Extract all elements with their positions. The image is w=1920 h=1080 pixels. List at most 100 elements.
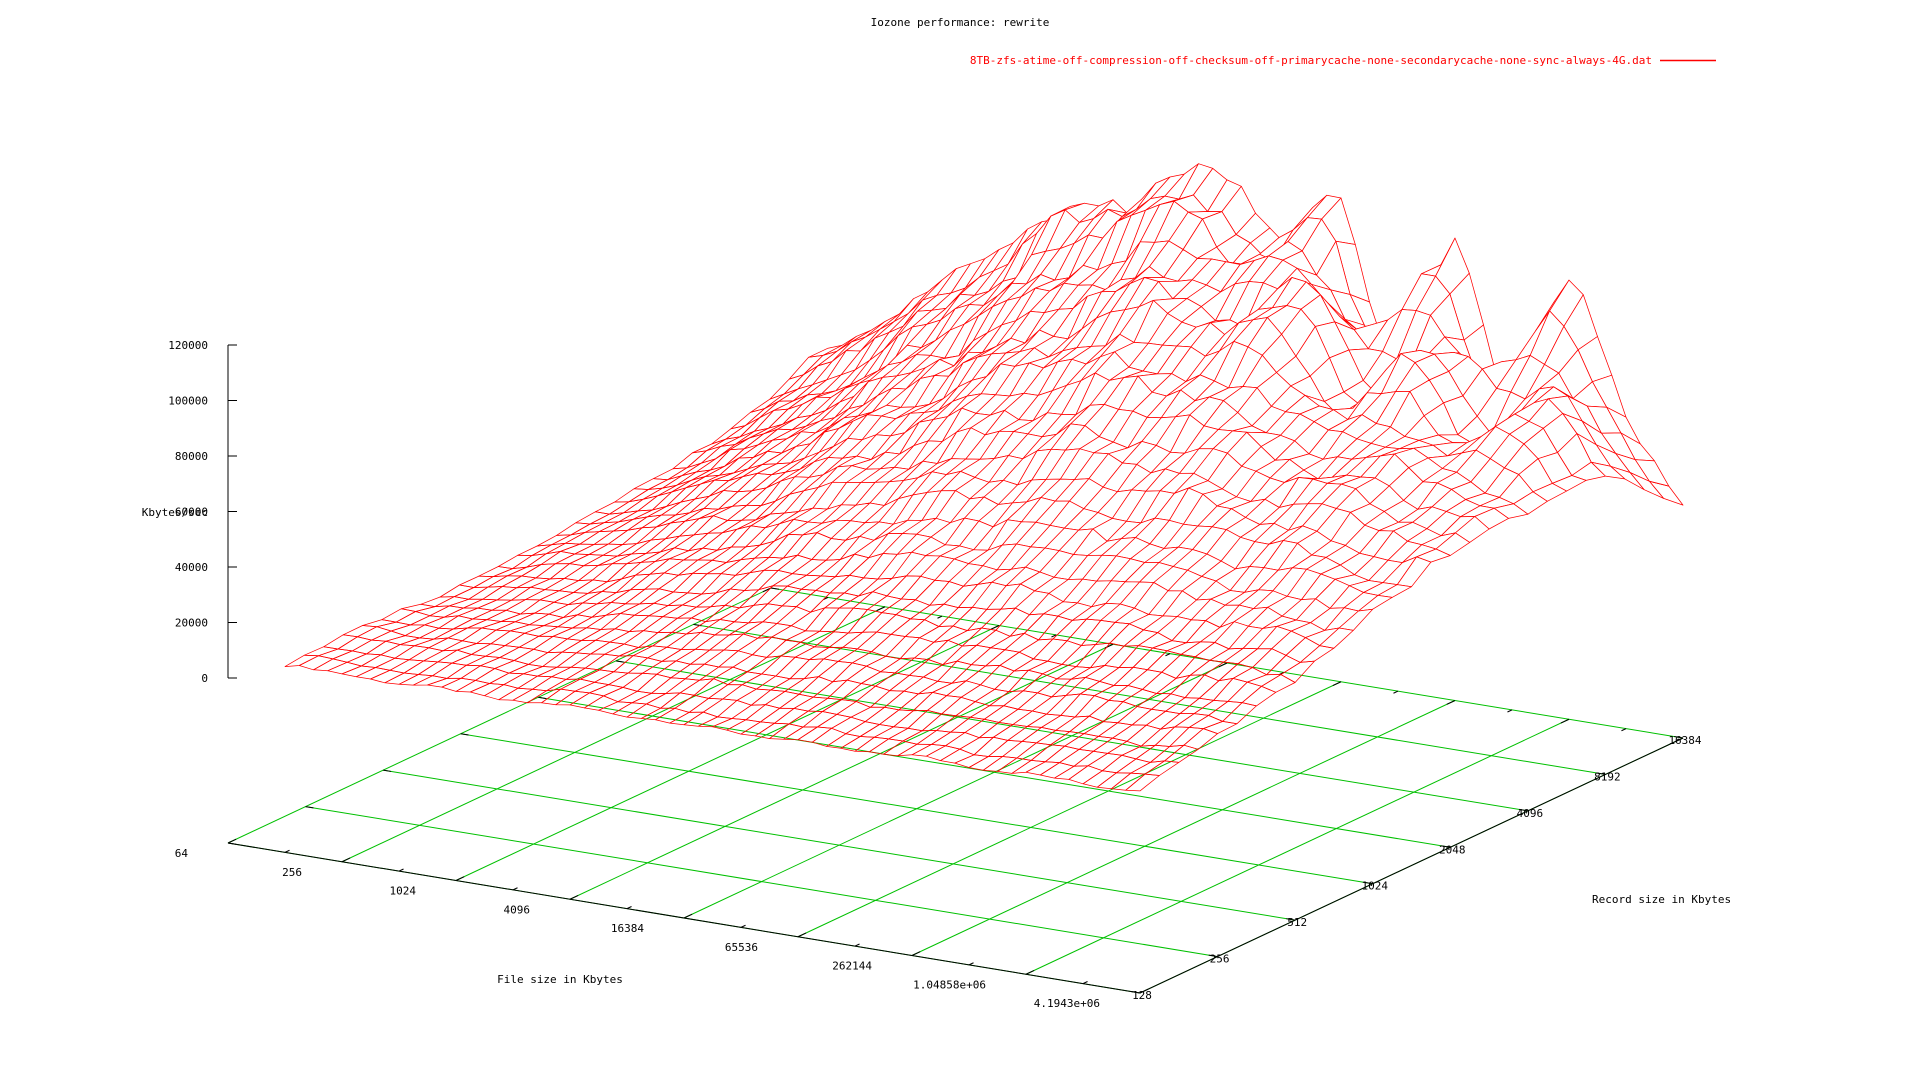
z-tick-label: 40000	[175, 561, 208, 574]
y-tick	[1441, 845, 1451, 848]
x-tick	[341, 857, 351, 863]
surface-quad	[718, 650, 753, 668]
surface-quad	[772, 573, 808, 587]
surface-quad	[332, 650, 367, 663]
surface-quad	[1060, 693, 1095, 718]
x-tick-label: 16384	[611, 922, 644, 935]
surface-quad	[752, 636, 787, 658]
surface-quad	[1127, 669, 1163, 690]
surface-quad	[1213, 678, 1248, 702]
surface-quad	[490, 630, 525, 646]
surface-quad	[797, 726, 832, 743]
surface-quad	[1227, 681, 1262, 703]
surface-quad	[501, 575, 537, 589]
y-tick	[1596, 772, 1606, 775]
grid-line-recsize	[538, 696, 1451, 848]
x-tick-mirror	[1507, 709, 1513, 713]
y-tick	[1286, 918, 1296, 921]
surface-quad	[609, 498, 644, 515]
surface-quad	[710, 588, 745, 608]
surface-quad	[355, 667, 391, 680]
surface-quad	[889, 675, 924, 692]
z-tick-label: 20000	[175, 617, 208, 630]
z-tick-label: 80000	[175, 450, 208, 463]
surface-quad	[980, 665, 1015, 690]
x-tick	[1025, 969, 1035, 975]
surface-quad	[1147, 650, 1182, 673]
surface-quad	[478, 566, 513, 577]
y-tick-label: 8192	[1594, 770, 1621, 783]
y-tick	[1518, 808, 1528, 812]
surface-quad	[824, 592, 859, 609]
surface-quad	[1095, 622, 1130, 645]
grid-line-recsize	[383, 769, 1296, 921]
y-tick-label: 256	[1210, 953, 1230, 966]
surface-quad	[736, 513, 771, 530]
surface-quad	[829, 574, 865, 594]
surface-quad	[916, 730, 952, 745]
surface-quad	[304, 646, 339, 657]
surface-quad	[788, 355, 824, 380]
surface-quad	[636, 673, 672, 694]
surface-quad	[678, 559, 713, 576]
x-tick-label: 1.04858e+06	[913, 978, 986, 991]
surface-quad	[1042, 664, 1077, 680]
grid-line-filesize	[569, 643, 1114, 900]
surface-quad	[595, 628, 630, 643]
surface-quad	[1068, 765, 1103, 785]
surface-quad	[404, 624, 440, 639]
x-tick-mirror	[1332, 681, 1342, 687]
surface-quad	[1169, 727, 1204, 747]
surface-quad	[1183, 728, 1218, 750]
surface-quad	[660, 692, 695, 709]
grid-line-filesize	[341, 606, 886, 863]
surface-quad	[853, 591, 888, 610]
surface-quad	[758, 570, 793, 591]
z-axis-label: Kbytes/sec	[142, 506, 208, 519]
surface-quad	[705, 604, 740, 622]
surface-quad	[683, 547, 718, 561]
surface-quad	[826, 733, 861, 749]
axes	[227, 344, 1684, 994]
x-tick	[740, 924, 746, 928]
surface-quad	[1087, 753, 1123, 772]
surface-quad	[782, 532, 818, 559]
surface-quad	[1218, 663, 1253, 682]
legend-label: 8TB-zfs-atime-off-compression-off-checks…	[970, 54, 1652, 67]
surface-quad	[1045, 745, 1080, 763]
y-tick-mirror	[460, 733, 469, 736]
surface-quad	[1117, 706, 1152, 726]
surface-quad	[643, 616, 678, 633]
surface-quad	[1261, 674, 1296, 693]
surface-quad	[583, 695, 619, 711]
x-tick-mirror	[1560, 718, 1570, 724]
surface-quad	[998, 708, 1033, 725]
surface-quad	[1113, 666, 1148, 686]
surface-quad	[557, 614, 593, 629]
surface-quad	[754, 408, 789, 432]
x-tick-label: 4096	[504, 903, 531, 916]
surface-quad	[758, 428, 793, 446]
surface-quad	[723, 633, 758, 652]
x-tick-label: 256	[282, 866, 302, 879]
surface-quad	[574, 681, 610, 694]
surface-quad	[1078, 736, 1114, 752]
surface-quad	[452, 618, 488, 630]
x-tick	[1139, 988, 1149, 994]
surface-quad	[471, 643, 506, 657]
surface-quad	[941, 696, 976, 717]
surface-quad	[681, 458, 716, 476]
surface-quad	[441, 677, 476, 692]
surface-quad	[662, 604, 697, 619]
grid-line-recsize	[693, 623, 1606, 775]
x-tick-label: 65536	[725, 941, 758, 954]
y-tick	[1208, 954, 1218, 958]
surface-quad	[739, 410, 775, 438]
surface-quad	[927, 695, 962, 715]
surface-quad	[1125, 773, 1160, 792]
y-axis	[1139, 737, 1684, 994]
surface-quad	[747, 450, 783, 470]
grid-line-filesize	[1025, 718, 1570, 975]
x-tick-mirror	[1393, 690, 1399, 694]
surface-quad	[733, 450, 768, 474]
